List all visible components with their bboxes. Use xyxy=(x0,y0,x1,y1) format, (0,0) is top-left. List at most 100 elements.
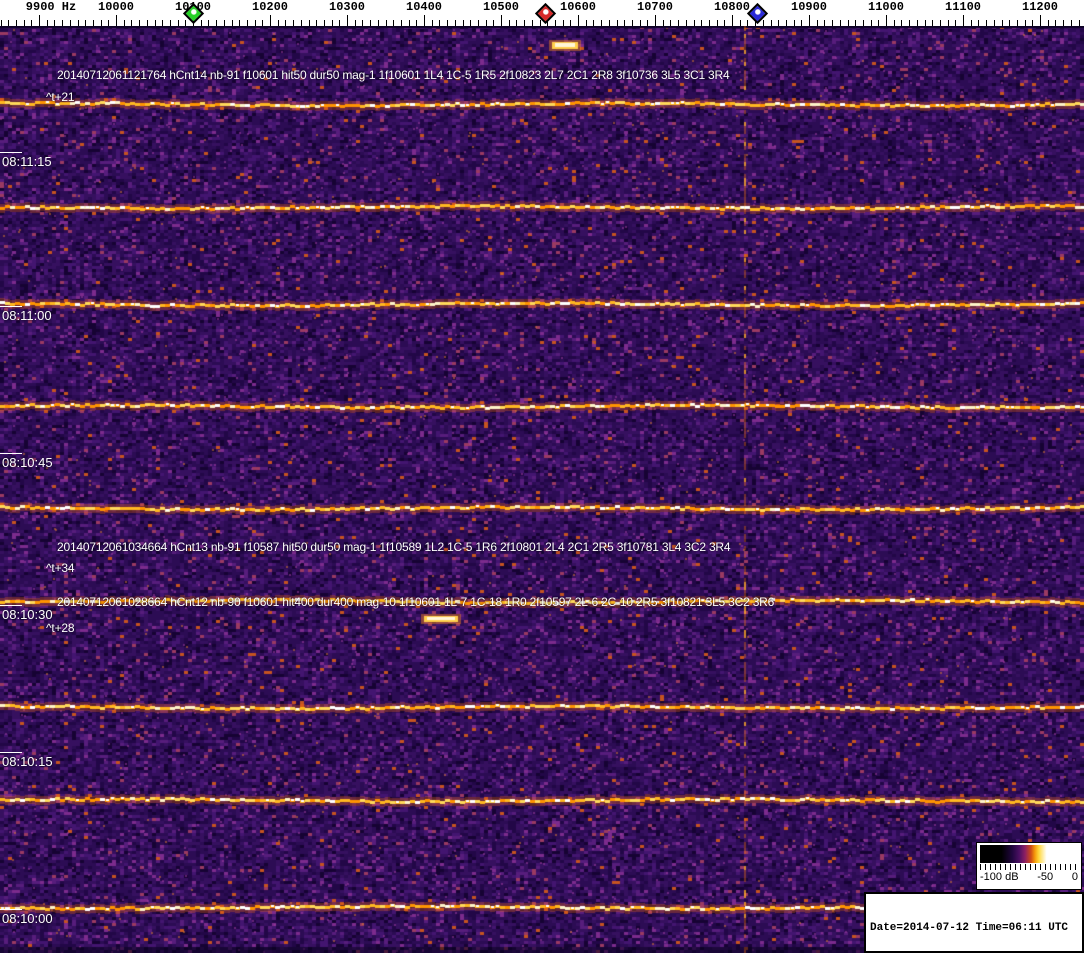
ruler-tick xyxy=(78,20,79,26)
ruler-tick xyxy=(655,15,656,26)
ruler-tick xyxy=(909,20,910,26)
ruler-tick xyxy=(16,20,17,26)
ruler-tick xyxy=(901,20,902,26)
annotation-offset-label: ^t+28 xyxy=(46,621,75,635)
ruler-tick xyxy=(432,20,433,26)
ruler-tick xyxy=(955,20,956,26)
ruler-tick xyxy=(247,20,248,26)
ruler-tick xyxy=(85,20,86,26)
time-tick xyxy=(0,152,22,153)
ruler-tick xyxy=(139,20,140,26)
ruler-tick xyxy=(339,20,340,26)
ruler-label: 11200 xyxy=(1021,0,1059,14)
ruler-tick xyxy=(917,20,918,26)
ruler-tick xyxy=(809,15,810,26)
ruler-tick xyxy=(863,20,864,26)
ruler-tick xyxy=(70,20,71,26)
time-tick xyxy=(0,909,22,910)
ruler-tick xyxy=(724,20,725,26)
ruler-tick xyxy=(763,20,764,26)
ruler-tick xyxy=(185,20,186,26)
ruler-tick xyxy=(694,20,695,26)
legend-label-min: -100 dB xyxy=(980,871,1019,883)
ruler-tick xyxy=(62,20,63,26)
ruler-tick xyxy=(532,20,533,26)
status-info-box: Date=2014-07-12 Time=06:11 UTC Freq=143 … xyxy=(864,892,1084,953)
ruler-label: 10500 xyxy=(482,0,520,14)
ruler-tick xyxy=(232,20,233,26)
ruler-tick xyxy=(255,20,256,26)
ruler-tick xyxy=(1009,20,1010,26)
ruler-tick xyxy=(747,20,748,26)
ruler-tick xyxy=(778,20,779,26)
ruler-tick xyxy=(101,20,102,26)
ruler-tick xyxy=(1032,20,1033,26)
ruler-tick xyxy=(370,20,371,26)
timestamp-label: 08:10:45 xyxy=(2,455,53,470)
ruler-tick xyxy=(516,20,517,26)
ruler-tick xyxy=(1002,20,1003,26)
ruler-tick xyxy=(1048,20,1049,26)
ruler-tick xyxy=(108,20,109,26)
ruler-tick xyxy=(824,20,825,26)
ruler-tick xyxy=(663,20,664,26)
ruler-tick xyxy=(486,20,487,26)
ruler-tick xyxy=(262,20,263,26)
legend-tick-marks xyxy=(980,864,1078,870)
ruler-tick xyxy=(886,15,887,26)
ruler-tick xyxy=(540,20,541,26)
ruler-tick xyxy=(670,20,671,26)
ruler-tick xyxy=(131,20,132,26)
ruler-tick xyxy=(601,20,602,26)
timestamp-label: 08:10:00 xyxy=(2,911,53,926)
ruler-label: 10300 xyxy=(328,0,366,14)
ruler-tick xyxy=(278,20,279,26)
ruler-tick xyxy=(93,20,94,26)
ruler-label: 10400 xyxy=(405,0,443,14)
ruler-tick xyxy=(794,20,795,26)
ruler-tick xyxy=(378,20,379,26)
info-line-date-time: Date=2014-07-12 Time=06:11 UTC xyxy=(870,922,1069,934)
ruler-tick xyxy=(324,20,325,26)
ruler-tick xyxy=(208,20,209,26)
ruler-tick xyxy=(963,15,964,26)
ruler-tick xyxy=(647,20,648,26)
ruler-tick xyxy=(524,20,525,26)
timestamp-label: 08:10:30 xyxy=(2,607,53,622)
ruler-tick xyxy=(316,20,317,26)
ruler-tick xyxy=(624,20,625,26)
annotation-offset-label: ^t+34 xyxy=(46,561,75,575)
color-scale-legend: -100 dB -50 0 xyxy=(976,842,1082,890)
ruler-tick xyxy=(8,20,9,26)
color-gradient-bar xyxy=(980,845,1078,863)
time-tick xyxy=(0,306,22,307)
ruler-tick xyxy=(447,20,448,26)
time-tick xyxy=(0,453,22,454)
ruler-tick xyxy=(971,20,972,26)
ruler-tick xyxy=(201,20,202,26)
ruler-tick xyxy=(771,20,772,26)
ruler-tick xyxy=(563,20,564,26)
ruler-tick xyxy=(478,20,479,26)
ruler-tick xyxy=(932,20,933,26)
ruler-tick xyxy=(894,20,895,26)
ruler-tick xyxy=(54,20,55,26)
ruler-tick xyxy=(24,20,25,26)
marker-red-diamond[interactable] xyxy=(534,2,556,25)
ruler-tick xyxy=(301,20,302,26)
timestamp-label: 08:10:15 xyxy=(2,754,53,769)
ruler-tick xyxy=(609,20,610,26)
ruler-tick xyxy=(632,20,633,26)
ruler-tick xyxy=(801,20,802,26)
ruler-tick xyxy=(239,20,240,26)
ruler-tick xyxy=(455,20,456,26)
ruler-label: 10900 xyxy=(790,0,828,14)
ruler-tick xyxy=(678,20,679,26)
ruler-tick xyxy=(1055,20,1056,26)
ruler-tick xyxy=(686,20,687,26)
ruler-tick xyxy=(709,20,710,26)
timestamp-label: 08:11:15 xyxy=(2,154,52,169)
ruler-label: 9900 Hz xyxy=(25,0,77,14)
ruler-tick xyxy=(786,20,787,26)
